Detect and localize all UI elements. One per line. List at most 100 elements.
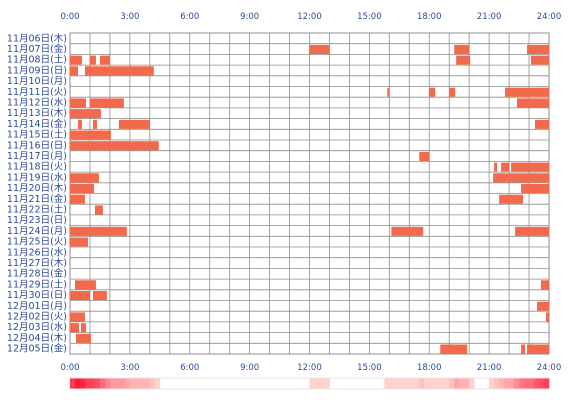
summary-cell [434,378,440,389]
x-tick-label-top: 6:00 [180,12,199,22]
summary-cell [419,378,425,389]
activity-bar [493,173,549,183]
activity-bar [309,44,330,54]
row-date-label: 12月04日(木) [7,332,67,344]
summary-cell [319,378,325,389]
summary-cell [389,378,395,389]
x-axis-top: 0:00 3:00 6:00 9:00 12:00 15:00 18:00 21:00 24:0… [60,12,561,22]
activity-bar [75,333,91,343]
x-tick-label-bottom: 12:00 [297,363,322,373]
x-tick-label-bottom: 0:00 [60,363,79,373]
summary-cell [124,378,131,389]
summary-cell [424,378,430,389]
row-date-label: 11月20日(木) [7,182,67,194]
row-date-label: 11月15日(土) [7,129,67,141]
x-tick-label-top: 24:00 [537,12,562,22]
activity-bar [70,237,88,247]
activity-bar [118,119,150,129]
activity-bar [391,226,424,236]
row-date-label: 11月19日(水) [7,171,67,183]
summary-cell [544,378,550,389]
summary-cell [309,378,315,389]
activity-bar [92,291,107,301]
summary-cell [94,378,101,389]
row-date-label: 11月24日(月) [7,226,67,237]
activity-bar [499,194,524,204]
row-date-label: 11月25日(火) [7,237,67,248]
x-tick-label-bottom: 21:00 [477,363,502,373]
row-date-label: 11月12日(水) [7,97,67,109]
row-date-label: 11月11日(火) [7,87,67,98]
activity-bar [70,66,78,76]
summary-cell [139,378,146,389]
summary-cell [414,378,420,389]
x-tick-label-bottom: 15:00 [357,363,382,373]
activity-bar [70,98,86,108]
activity-bars [70,44,549,354]
summary-cell [524,378,530,389]
activity-bar [449,87,456,97]
row-date-label: 11月17日(月) [7,151,67,162]
summary-cell [314,378,320,389]
row-date-label: 11月10日(月) [7,76,67,87]
x-tick-label-bottom: 3:00 [120,363,139,373]
activity-bar [501,162,510,172]
activity-bar [70,323,79,333]
activity-bar [521,184,549,194]
summary-cell [134,378,141,389]
summary-cell [409,378,415,389]
activity-bar [70,291,90,301]
summary-cell [404,378,410,389]
summary-cell [469,378,475,389]
activity-bar [70,141,159,151]
summary-cell [154,378,161,389]
x-tick-label-top: 9:00 [240,12,259,22]
summary-cell [74,378,81,389]
y-axis-date-labels: 11月06日(木)11月07日(金)11月08日(土)11月09日(日)11月1… [7,32,67,354]
summary-cell [129,378,136,389]
activity-bar [387,87,390,97]
summary-cell [534,378,540,389]
plot-grid [69,32,550,355]
activity-bar [531,55,549,65]
activity-bar [70,184,94,194]
x-tick-label-top: 18:00 [417,12,442,22]
summary-cell [444,378,450,389]
row-date-label: 11月07日(金) [7,43,67,55]
x-tick-label-bottom: 6:00 [180,363,199,373]
summary-cell [119,378,126,389]
row-date-label: 11月08日(土) [7,54,67,66]
activity-bar [535,119,549,129]
summary-cell [529,378,535,389]
row-date-label: 11月14日(金) [7,118,67,130]
activity-bar [429,87,436,97]
summary-cell [539,378,545,389]
activity-bar [92,119,97,129]
activity-bar [505,87,549,97]
summary-cell [89,378,96,389]
activity-bar [70,312,85,322]
activity-bar [74,280,96,290]
summary-cell [79,378,86,389]
activity-bar [89,98,124,108]
row-date-label: 12月03日(水) [7,321,67,333]
row-date-label: 11月28日(金) [7,268,67,280]
summary-cell [104,378,111,389]
summary-cell [399,378,405,389]
activity-bar [70,173,99,183]
row-date-label: 11月13日(木) [7,107,67,119]
activity-bar [511,162,549,172]
summary-cell [514,378,520,389]
activity-bar [527,44,549,54]
summary-cell [499,378,505,389]
summary-cell [489,378,495,389]
x-tick-label-top: 21:00 [477,12,502,22]
activity-bar [70,55,82,65]
activity-bar [527,344,549,354]
summary-cell [109,378,116,389]
activity-bar [70,194,85,204]
row-date-label: 12月02日(火) [7,312,67,323]
x-tick-label-bottom: 24:00 [537,363,562,373]
summary-cell [144,378,151,389]
